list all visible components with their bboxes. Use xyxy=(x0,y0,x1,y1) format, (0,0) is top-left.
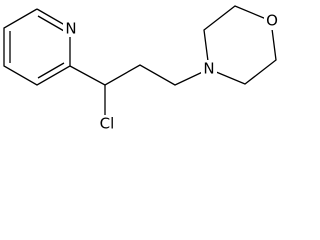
chain-bonds xyxy=(69,64,210,115)
atom-label: Cl xyxy=(100,115,115,133)
atom-label: N xyxy=(65,20,76,38)
atom-label: O xyxy=(266,12,278,30)
structure-diagram: N Cl N O xyxy=(3,5,280,133)
label-mask xyxy=(264,12,280,30)
atom-label: N xyxy=(203,60,214,78)
pyridine-ring xyxy=(3,8,71,86)
label-mask xyxy=(95,115,119,132)
label-mask xyxy=(201,60,217,78)
label-mask xyxy=(63,20,78,37)
